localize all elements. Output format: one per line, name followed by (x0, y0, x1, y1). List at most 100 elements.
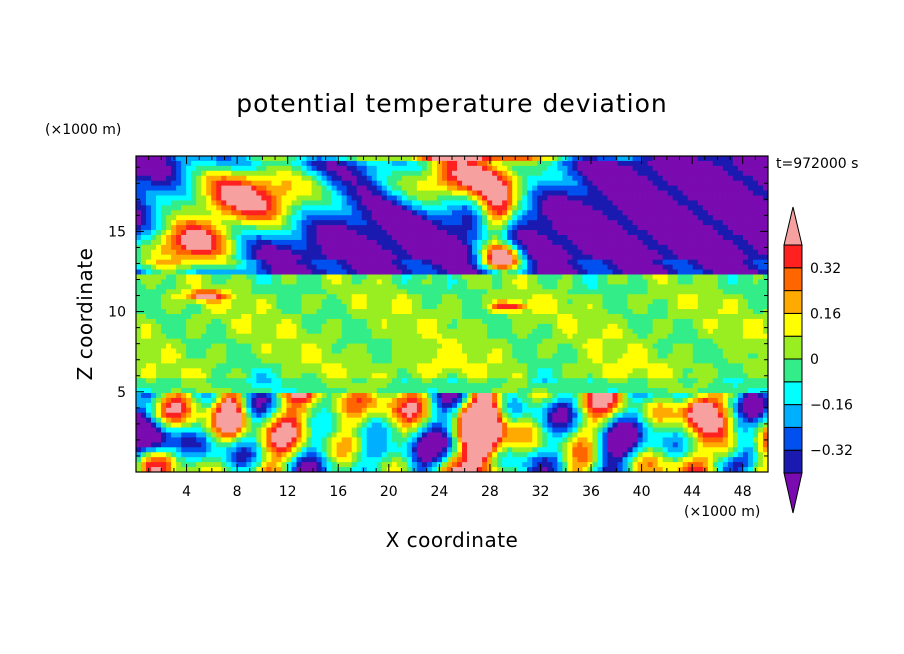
field-cell-2724 (527, 259, 533, 266)
field-cell-2636 (717, 254, 724, 261)
field-cell-4941 (271, 348, 278, 355)
field-cell-3843 (452, 304, 458, 310)
field-cell-3158 (176, 279, 182, 285)
field-cell-3368 (597, 284, 604, 290)
field-cell-3643 (712, 294, 719, 300)
field-cell-3145 (742, 274, 749, 281)
field-cell-3584 (416, 294, 423, 300)
field-cell-497 (732, 170, 739, 177)
field-cell-976 (607, 190, 614, 197)
field-cell-2425 (291, 249, 298, 256)
field-cell-3340 (457, 284, 463, 290)
field-cell-6 (166, 156, 172, 162)
field-cell-1694 (416, 220, 423, 226)
field-cell-4883 (612, 343, 619, 350)
field-cell-114 (707, 156, 714, 162)
field-cell-2561 (341, 254, 348, 261)
field-cell-4701 (331, 338, 338, 345)
field-cell-4762 (637, 338, 644, 345)
field-cell-4992 (527, 348, 533, 355)
field-cell-4898 (687, 343, 694, 350)
field-cell-366 (707, 165, 714, 172)
field-cell-1326 (467, 205, 473, 211)
field-cell-2751 (662, 259, 669, 266)
field-cell-4182 (256, 318, 262, 325)
field-cell-1067 (431, 195, 438, 202)
field-cell-2943 (361, 269, 368, 276)
field-cell-1810 (366, 225, 373, 231)
field-cell-1786 (246, 225, 252, 231)
field-cell-613 (682, 175, 689, 182)
field-cell-2403 (181, 249, 187, 256)
field-cell-1828 (457, 225, 463, 231)
field-cell-1371 (692, 205, 699, 211)
field-cell-1282 (246, 205, 252, 211)
field-cell-3454 (396, 289, 403, 295)
field-cell-3370 (607, 284, 614, 290)
field-cell-4575 (331, 333, 338, 340)
field-cell-1798 (306, 225, 313, 231)
field-cell-4126 (607, 314, 614, 320)
field-cell-3552 (256, 294, 262, 300)
field-cell-4674 (196, 338, 202, 345)
field-cell-3479 (522, 289, 528, 295)
field-cell-434 (416, 170, 423, 177)
field-cell-3056 (296, 274, 303, 281)
field-cell-4850 (446, 343, 453, 350)
field-cell-2031 (211, 235, 217, 241)
field-cell-632 (146, 180, 152, 187)
field-cell-2691 (361, 259, 368, 266)
field-cell-4409 (762, 323, 768, 330)
field-cell-311 (431, 165, 438, 172)
field-cell-2466 (497, 249, 503, 256)
field-cell-2522 (146, 254, 152, 261)
field-cell-1663 (261, 220, 268, 226)
field-cell-159 (301, 160, 308, 167)
field-cell-4161 (151, 318, 157, 325)
field-cell-3622 (607, 294, 614, 300)
field-cell-3431 (281, 289, 288, 295)
field-cell-3655 (141, 299, 147, 305)
field-cell-3205 (411, 279, 418, 285)
field-cell-4695 (301, 338, 308, 345)
field-cell-2321 (401, 244, 408, 251)
field-cell-3209 (431, 279, 438, 285)
field-cell-460 (547, 170, 553, 177)
field-cell-3343 (472, 284, 478, 290)
field-cell-3651 (752, 294, 759, 300)
field-cell-4671 (181, 338, 187, 345)
field-cell-2479 (562, 249, 568, 256)
field-cell-3911 (161, 309, 167, 315)
field-cell-3955 (381, 309, 388, 315)
field-cell-1451 (462, 210, 468, 216)
field-cell-339 (572, 165, 578, 172)
field-cell-3807 (271, 304, 278, 310)
field-cell-2730 (557, 259, 563, 266)
field-cell-2291 (251, 244, 257, 251)
field-cell-4743 (542, 338, 548, 345)
field-cell-3808 (276, 304, 283, 310)
field-cell-3225 (512, 279, 518, 285)
field-cell-205 (532, 160, 538, 167)
field-cell-1683 (361, 220, 368, 226)
field-cell-2411 (221, 249, 227, 256)
field-cell-781 (261, 185, 268, 192)
field-cell-3838 (426, 304, 433, 310)
field-cell-1986 (617, 230, 624, 236)
field-cell-2504 (687, 249, 694, 256)
field-cell-4211 (401, 318, 408, 325)
field-cell-3549 (241, 294, 247, 300)
field-cell-970 (577, 190, 584, 197)
field-cell-2423 (281, 249, 288, 256)
field-cell-1100 (597, 195, 604, 202)
field-cell-983 (642, 190, 649, 197)
field-cell-4590 (406, 333, 413, 340)
field-cell-1659 (241, 220, 247, 226)
field-cell-1330 (487, 205, 493, 211)
field-cell-2318 (386, 244, 393, 251)
field-cell-1696 (426, 220, 433, 226)
field-cell-241 (712, 160, 719, 167)
field-cell-2282 (206, 244, 212, 251)
field-cell-3600 (497, 294, 503, 300)
field-cell-2024 (176, 235, 182, 241)
